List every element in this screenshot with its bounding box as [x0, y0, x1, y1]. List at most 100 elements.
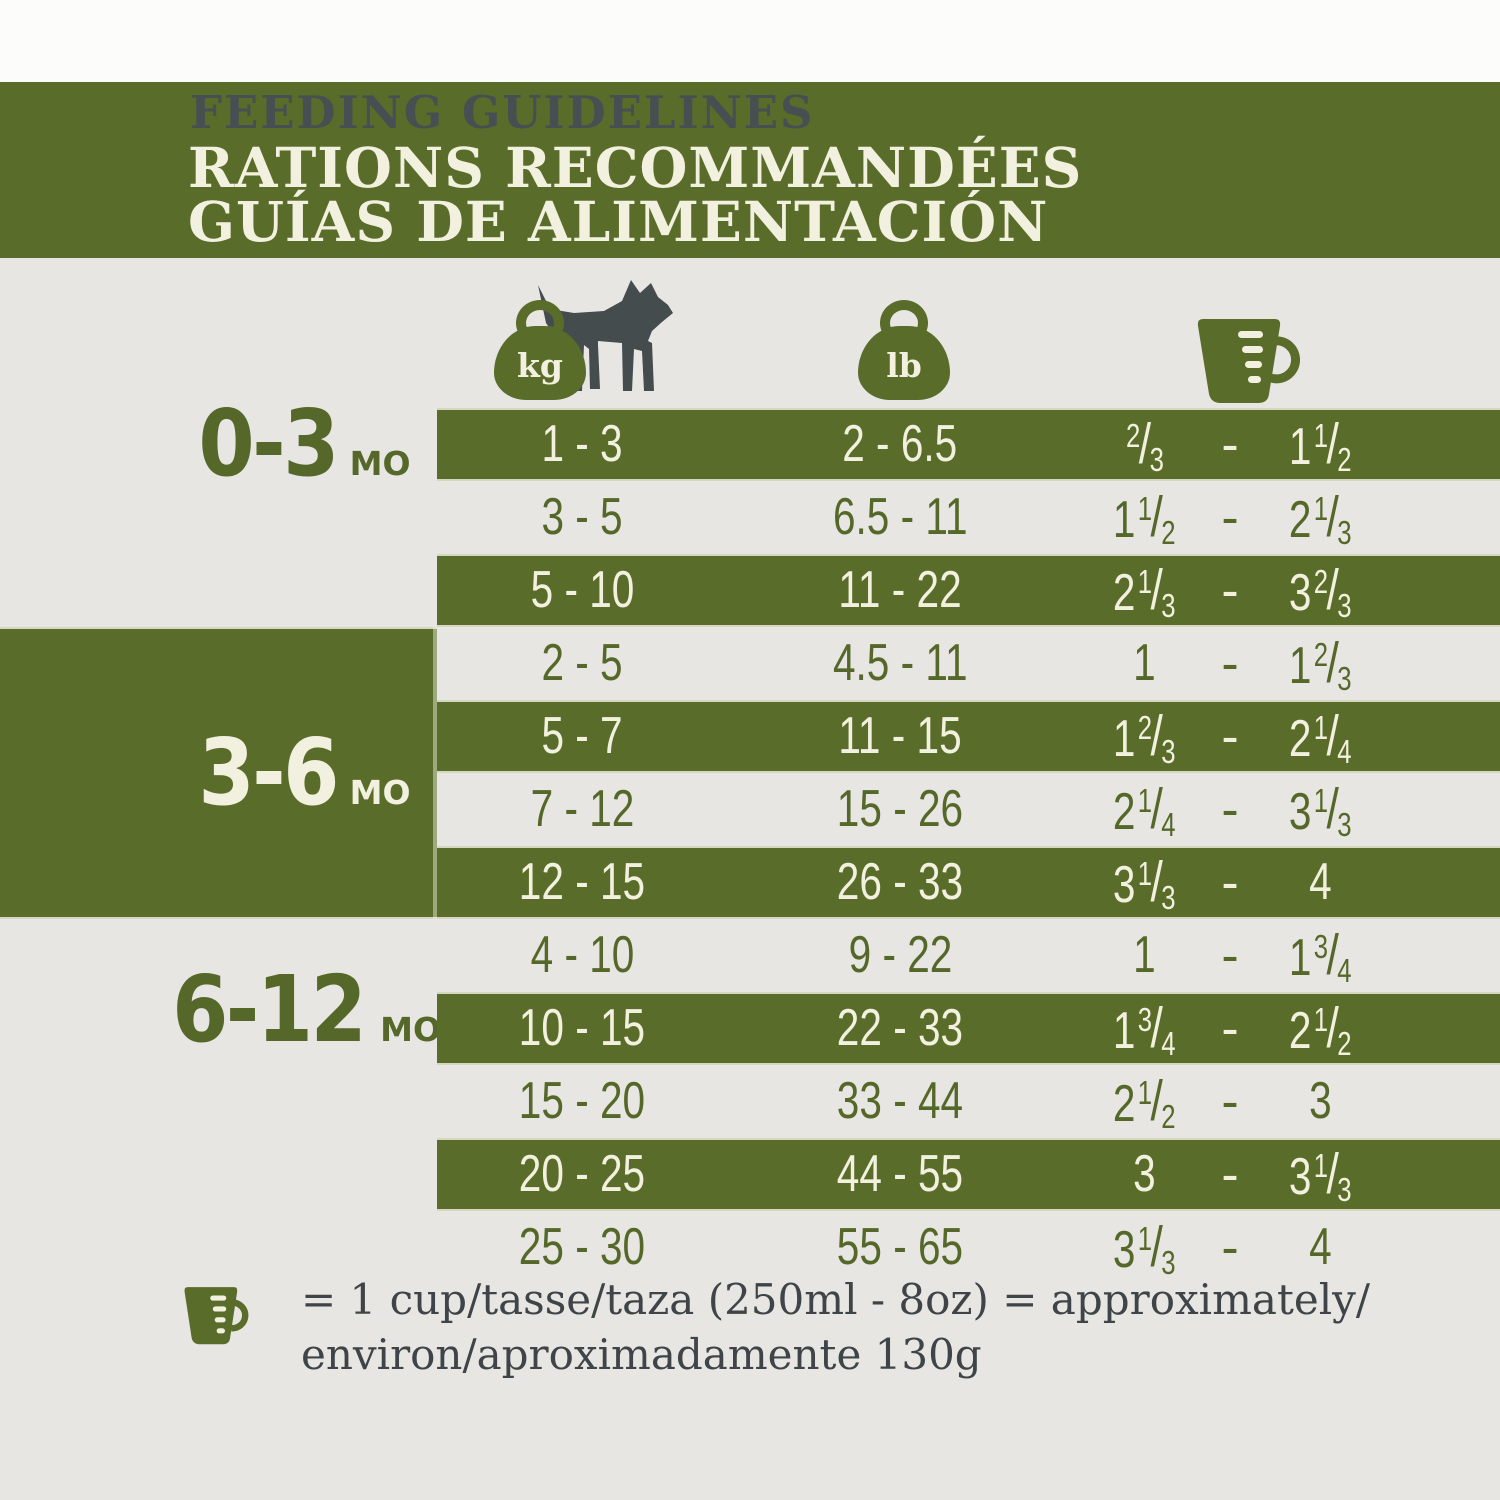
kg-range-cell: 2 - 5 [541, 634, 623, 692]
cup-to-value: 134 [1289, 922, 1352, 990]
section-range: 0-3 [198, 390, 340, 497]
kg-range-cell: 7 - 12 [530, 780, 634, 838]
table-row: 25 - 30 55 - 65 313 - 4 [437, 1211, 1500, 1284]
table-row: 3 - 5 6.5 - 11 112 - 213 [437, 481, 1500, 554]
range-dash: - [1221, 415, 1239, 474]
kg-range-cell: 3 - 5 [541, 488, 623, 546]
cup-to-value: 214 [1289, 703, 1352, 771]
fraction-slash [1150, 783, 1162, 841]
title-english: FEEDING GUIDELINES [190, 86, 815, 139]
cups-range-cell: 1 - 123 [1073, 627, 1500, 700]
range-dash: - [1221, 926, 1239, 985]
lb-column-label: lb [886, 345, 922, 385]
cups-range-cell: 134 - 212 [1073, 992, 1500, 1065]
kg-range-cell: 25 - 30 [518, 1218, 646, 1276]
range-dash: - [1221, 634, 1239, 693]
cup-from-value: 23 [1124, 411, 1164, 479]
fraction-slash [1326, 1002, 1338, 1060]
range-dash: - [1221, 780, 1239, 839]
cup-from-value: 214 [1113, 776, 1176, 844]
cup-from-value: 1 [1132, 633, 1156, 692]
fraction-slash [1326, 783, 1338, 841]
fraction-slash [1326, 418, 1338, 476]
kg-range-cell: 5 - 10 [530, 561, 634, 619]
cup-to-value: 112 [1289, 411, 1352, 479]
section-unit: MO [349, 444, 411, 483]
range-dash: - [1221, 488, 1239, 547]
section-range: 6-12 [172, 956, 367, 1063]
measuring-cup-icon [184, 1287, 249, 1345]
cup-to-value: 213 [1289, 484, 1352, 552]
cups-range-cell: 3 - 313 [1073, 1138, 1500, 1211]
lb-range-cell: 9 - 22 [848, 926, 952, 984]
range-dash: - [1221, 1072, 1239, 1131]
section-3-6-band [0, 627, 437, 919]
footnote-line-1: = 1 cup/tasse/taza (250ml - 8oz) = appro… [301, 1275, 1371, 1324]
range-dash: - [1221, 853, 1239, 912]
cups-range-cell: 112 - 213 [1073, 481, 1500, 554]
section-label-3-6: 3-6 MO [130, 718, 470, 854]
kettlebell-kg-icon: kg [494, 300, 586, 400]
dog-silhouette-icon [538, 280, 673, 391]
table-row: 15 - 20 33 - 44 212 - 3 [437, 1065, 1500, 1138]
cups-range-cell: 123 - 214 [1073, 700, 1500, 773]
fraction-slash [1326, 1148, 1338, 1206]
fraction-slash [1326, 710, 1338, 768]
cup-from-value: 212 [1113, 1068, 1176, 1136]
kg-range-cell: 5 - 7 [541, 707, 623, 765]
kg-range-cell: 4 - 10 [530, 926, 634, 984]
cup-to-value: 4 [1308, 852, 1332, 911]
cups-range-cell: 212 - 3 [1073, 1065, 1500, 1138]
cups-range-cell: 23 - 112 [1073, 408, 1500, 481]
cup-from-value: 112 [1113, 484, 1176, 552]
cups-range-cell: 214 - 313 [1073, 773, 1500, 846]
table-row: 10 - 15 22 - 33 134 - 212 [437, 992, 1500, 1065]
fraction-slash [1150, 564, 1162, 622]
lb-range-cell: 15 - 26 [836, 780, 964, 838]
section-label-6-12: 6-12 MO [130, 955, 470, 1091]
fraction-slash [1150, 1002, 1162, 1060]
lb-range-cell: 55 - 65 [836, 1218, 964, 1276]
fraction-slash [1139, 418, 1151, 476]
cup-from-value: 1 [1132, 925, 1156, 984]
top-white-strip [0, 0, 1500, 82]
fraction-slash [1150, 1075, 1162, 1133]
lb-range-cell: 11 - 15 [838, 707, 962, 765]
section-label-0-3: 0-3 MO [130, 389, 470, 525]
fraction-slash [1150, 1221, 1162, 1279]
cup-from-value: 3 [1132, 1144, 1156, 1203]
table-row: 4 - 10 9 - 22 1 - 134 [437, 919, 1500, 992]
cup-to-value: 3 [1308, 1071, 1332, 1130]
lb-range-cell: 6.5 - 11 [832, 488, 968, 546]
cup-from-value: 123 [1113, 703, 1176, 771]
lb-range-cell: 33 - 44 [836, 1072, 964, 1130]
kg-range-cell: 15 - 20 [518, 1072, 646, 1130]
title-french: RATIONS RECOMMANDÉES [188, 135, 1083, 200]
table-row: 5 - 7 11 - 15 123 - 214 [437, 700, 1500, 773]
header-band: FEEDING GUIDELINES RATIONS RECOMMANDÉES … [0, 82, 1500, 258]
fraction-slash [1150, 491, 1162, 549]
kg-range-cell: 20 - 25 [518, 1145, 646, 1203]
section-range: 3-6 [198, 719, 340, 826]
lb-range-cell: 22 - 33 [836, 999, 964, 1057]
section-unit: MO [380, 1010, 442, 1049]
cup-to-value: 323 [1289, 557, 1352, 625]
section-unit: MO [349, 773, 411, 812]
table-row: 20 - 25 44 - 55 3 - 313 [437, 1138, 1500, 1211]
fraction-slash [1326, 564, 1338, 622]
fraction-slash [1326, 929, 1338, 987]
cup-definition-footnote: = 1 cup/tasse/taza (250ml - 8oz) = appro… [301, 1272, 1441, 1382]
cup-to-value: 313 [1289, 776, 1352, 844]
fraction-slash [1150, 710, 1162, 768]
lb-range-cell: 26 - 33 [836, 853, 964, 911]
fraction-slash [1326, 491, 1338, 549]
fraction-slash [1150, 856, 1162, 914]
cup-from-value: 313 [1113, 1214, 1176, 1282]
cups-range-cell: 1 - 134 [1073, 919, 1500, 992]
cup-to-value: 313 [1289, 1141, 1352, 1209]
kettlebell-body: kg [494, 326, 586, 400]
cup-from-value: 313 [1113, 849, 1176, 917]
kg-range-cell: 10 - 15 [518, 999, 646, 1057]
title-spanish: GUÍAS DE ALIMENTACIÓN [188, 189, 1049, 254]
